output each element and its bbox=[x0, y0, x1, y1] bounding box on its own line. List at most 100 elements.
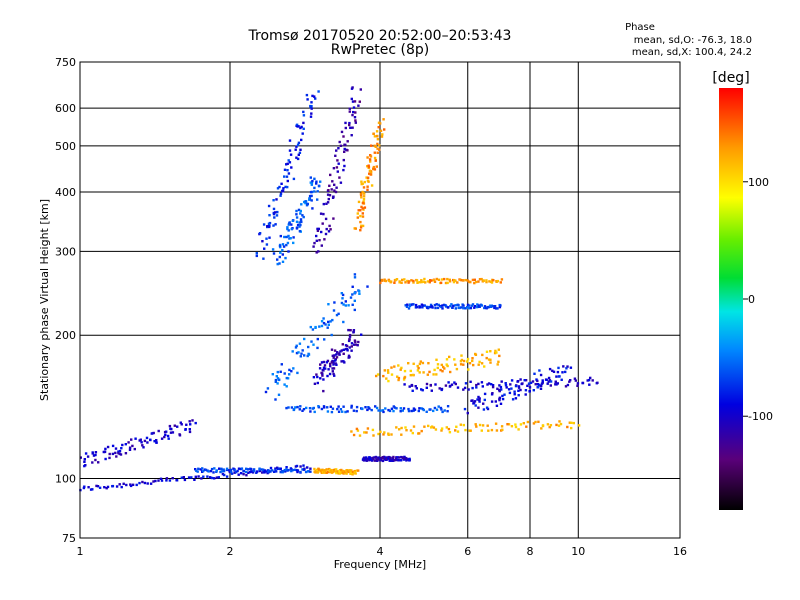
data-point bbox=[235, 470, 238, 474]
data-point bbox=[87, 486, 90, 489]
data-point bbox=[263, 247, 266, 250]
data-point bbox=[309, 190, 313, 194]
data-point bbox=[387, 408, 390, 412]
data-point bbox=[548, 367, 552, 371]
data-point bbox=[315, 234, 318, 238]
data-point bbox=[350, 406, 353, 409]
data-point bbox=[202, 469, 205, 473]
data-point bbox=[476, 398, 479, 401]
data-point bbox=[363, 431, 366, 434]
data-point bbox=[343, 147, 346, 151]
data-point bbox=[285, 235, 288, 239]
data-point bbox=[312, 406, 315, 410]
data-point bbox=[490, 428, 494, 432]
data-point bbox=[376, 151, 379, 154]
data-point bbox=[420, 303, 424, 306]
data-point bbox=[299, 355, 302, 358]
data-point bbox=[407, 280, 411, 283]
data-point bbox=[245, 467, 248, 470]
data-point bbox=[354, 121, 357, 124]
data-point bbox=[359, 226, 363, 229]
data-point bbox=[540, 384, 543, 387]
data-point bbox=[285, 385, 288, 388]
data-point bbox=[412, 362, 415, 365]
data-point bbox=[305, 204, 309, 207]
data-point bbox=[295, 145, 298, 148]
data-point bbox=[111, 452, 115, 456]
data-point bbox=[279, 251, 282, 254]
data-point bbox=[353, 276, 357, 279]
data-point bbox=[145, 436, 149, 440]
data-point bbox=[363, 180, 366, 184]
data-point bbox=[312, 245, 315, 248]
data-point bbox=[331, 470, 334, 473]
data-point bbox=[118, 483, 121, 486]
data-point bbox=[473, 305, 477, 308]
data-point bbox=[473, 400, 477, 403]
data-point bbox=[527, 382, 531, 385]
data-point bbox=[407, 407, 410, 411]
data-point bbox=[348, 121, 351, 125]
data-point bbox=[443, 277, 446, 281]
data-point bbox=[288, 149, 292, 152]
data-point bbox=[310, 340, 313, 343]
data-point bbox=[490, 383, 493, 386]
data-point bbox=[480, 381, 484, 384]
data-point bbox=[185, 423, 188, 426]
data-point bbox=[444, 281, 448, 285]
data-point bbox=[291, 219, 294, 222]
data-point bbox=[336, 351, 339, 354]
data-point bbox=[368, 457, 371, 460]
data-point bbox=[272, 207, 276, 211]
data-point bbox=[355, 405, 359, 409]
data-point bbox=[330, 410, 334, 414]
data-point bbox=[524, 393, 527, 396]
data-point bbox=[340, 130, 344, 134]
data-point bbox=[194, 468, 197, 471]
data-point bbox=[165, 479, 168, 482]
data-point bbox=[522, 422, 525, 425]
data-point bbox=[314, 325, 317, 329]
data-point bbox=[441, 410, 444, 414]
data-point bbox=[275, 198, 278, 201]
data-point bbox=[296, 469, 300, 472]
data-point bbox=[421, 389, 424, 392]
data-point bbox=[292, 177, 296, 181]
data-point bbox=[295, 351, 299, 355]
data-point bbox=[459, 360, 463, 363]
data-point bbox=[420, 407, 423, 410]
data-point bbox=[401, 409, 404, 412]
data-point bbox=[359, 220, 362, 224]
data-point bbox=[360, 196, 363, 199]
data-point bbox=[111, 444, 115, 448]
data-point bbox=[485, 406, 489, 409]
data-point bbox=[487, 358, 491, 361]
data-point bbox=[111, 484, 115, 488]
data-point bbox=[154, 479, 157, 483]
data-point bbox=[271, 469, 274, 472]
data-point bbox=[517, 428, 520, 431]
data-point bbox=[325, 227, 328, 231]
data-point bbox=[347, 328, 350, 332]
data-point bbox=[296, 223, 300, 227]
data-point bbox=[333, 349, 337, 352]
data-point bbox=[239, 472, 243, 475]
data-point bbox=[320, 469, 323, 473]
data-point bbox=[549, 424, 553, 427]
data-point bbox=[570, 421, 573, 424]
data-point bbox=[333, 374, 336, 377]
data-point bbox=[303, 337, 306, 341]
data-point bbox=[299, 223, 302, 227]
data-point bbox=[493, 305, 497, 308]
data-point bbox=[361, 201, 365, 205]
data-point bbox=[369, 173, 372, 176]
data-point bbox=[326, 359, 330, 363]
data-point bbox=[359, 214, 362, 218]
data-point bbox=[455, 367, 459, 371]
data-point bbox=[345, 347, 348, 351]
data-point bbox=[507, 388, 511, 391]
data-point bbox=[478, 360, 481, 364]
data-point bbox=[250, 470, 253, 473]
data-point bbox=[546, 382, 549, 385]
data-point bbox=[306, 470, 310, 473]
